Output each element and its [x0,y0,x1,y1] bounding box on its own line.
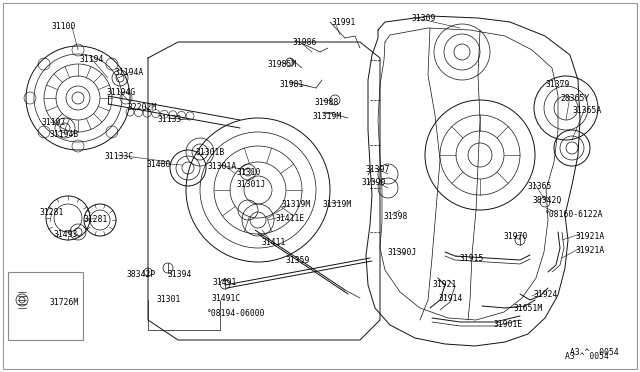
Bar [8,272,83,340]
Text: 31988: 31988 [315,98,339,107]
Text: 31301J: 31301J [237,180,266,189]
Text: 31194B: 31194B [50,130,79,139]
Text: 31480: 31480 [147,160,172,169]
Text: 31394: 31394 [168,270,193,279]
Text: 28365Y: 28365Y [560,94,589,103]
Text: 31365: 31365 [528,182,552,191]
Text: 31914: 31914 [439,294,463,303]
Text: 31301: 31301 [157,295,181,304]
Text: 31365A: 31365A [573,106,602,115]
Text: 31309: 31309 [412,14,436,23]
Text: 31197: 31197 [42,118,67,127]
Text: 31985M: 31985M [268,60,297,69]
Text: 31411E: 31411E [276,214,305,223]
Text: 31921A: 31921A [576,232,605,241]
Text: 31491: 31491 [213,278,237,287]
Text: 31397: 31397 [366,165,390,174]
Text: 31301B: 31301B [196,148,225,157]
Text: 31411: 31411 [262,238,286,247]
Text: 31981: 31981 [280,80,305,89]
Text: °08160-6122A: °08160-6122A [545,210,604,219]
Text: 31924: 31924 [534,290,558,299]
Text: 31921: 31921 [433,280,458,289]
Text: 31133: 31133 [158,115,182,124]
Text: 31301A: 31301A [208,162,237,171]
Text: 31379: 31379 [546,80,570,89]
Text: 38342P: 38342P [127,270,156,279]
Text: 32202M: 32202M [128,103,157,112]
Text: 31319M: 31319M [323,200,352,209]
Text: A3 ^ 0054: A3 ^ 0054 [565,352,609,361]
Text: 31726M: 31726M [50,298,79,307]
Text: 31921A: 31921A [576,246,605,255]
Text: °08194-06000: °08194-06000 [207,309,266,318]
Text: 31398: 31398 [384,212,408,221]
Text: 31986: 31986 [293,38,317,47]
Text: 31319M: 31319M [313,112,342,121]
Text: 31100: 31100 [52,22,76,31]
Text: 31651M: 31651M [514,304,543,313]
Text: 31194A: 31194A [115,68,144,77]
Text: 38342Q: 38342Q [533,196,563,205]
Text: 31970: 31970 [504,232,529,241]
Text: 31133C: 31133C [105,152,134,161]
Text: 31310: 31310 [237,168,261,177]
Text: 31319M: 31319M [282,200,311,209]
Text: 31390: 31390 [362,178,387,187]
Text: 31901E: 31901E [494,320,524,329]
Text: 31359: 31359 [286,256,310,265]
Text: 31194: 31194 [80,55,104,64]
Text: 31493: 31493 [54,230,78,239]
Text: 31390J: 31390J [388,248,417,257]
Text: 31915: 31915 [460,254,484,263]
Text: 31281: 31281 [84,215,108,224]
Text: 31281: 31281 [40,208,65,217]
Text: 31491C: 31491C [212,294,241,303]
Text: 31194G: 31194G [107,88,136,97]
Text: A3 ^  0054: A3 ^ 0054 [570,348,619,357]
Text: 31991: 31991 [332,18,356,27]
